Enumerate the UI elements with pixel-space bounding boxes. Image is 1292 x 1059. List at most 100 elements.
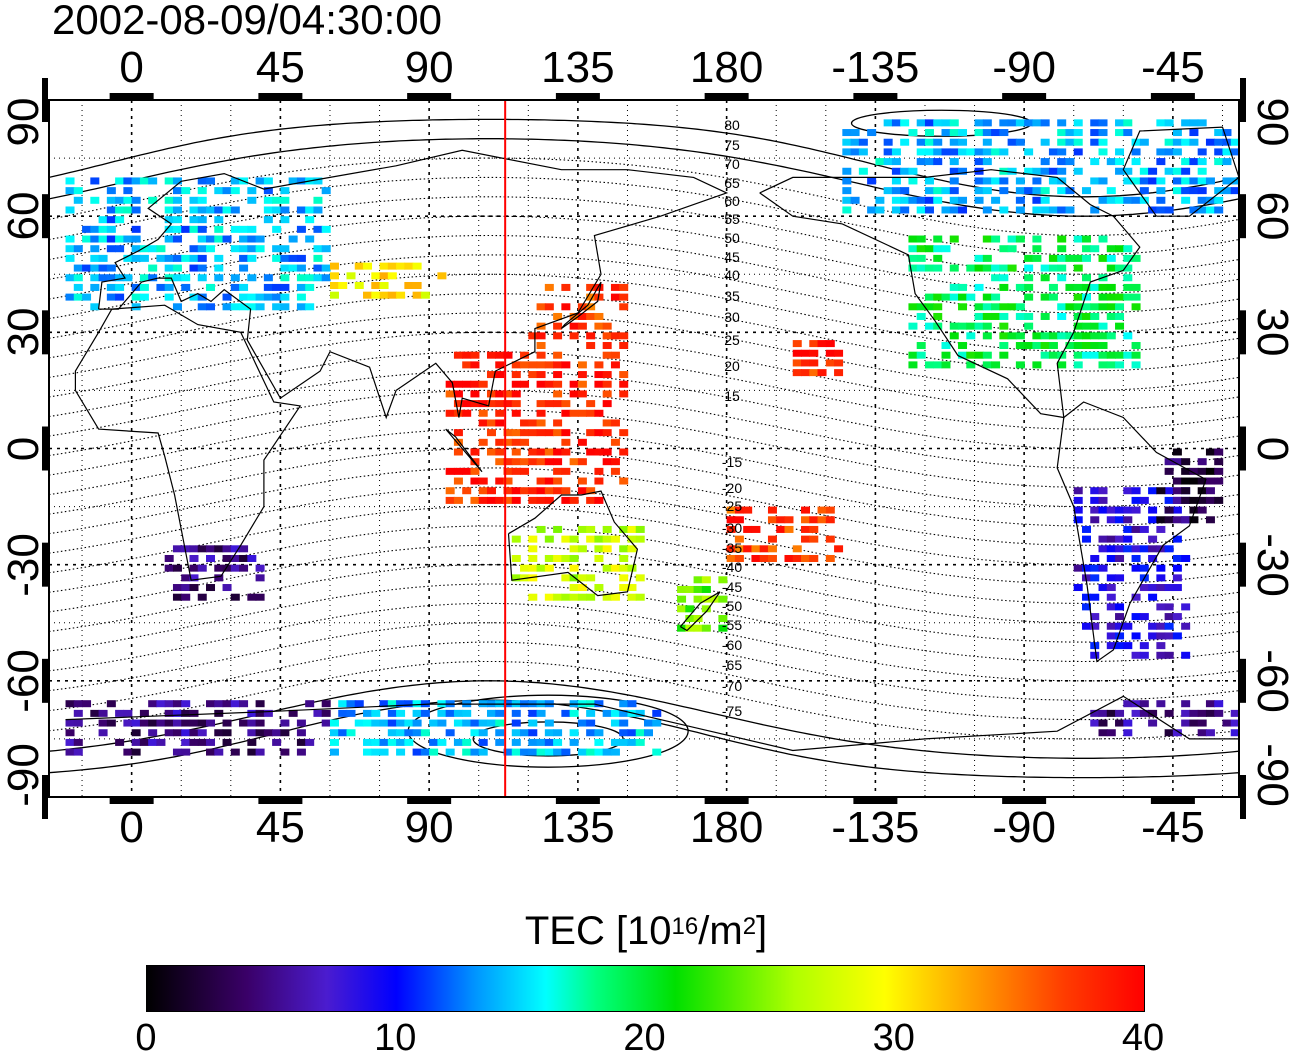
tec-cell	[412, 262, 422, 270]
tec-cell	[577, 371, 587, 379]
tec-cell	[528, 719, 538, 727]
tec-cell	[544, 729, 554, 737]
tec-cell	[801, 554, 811, 562]
tec-cell	[594, 700, 604, 708]
tec-cell	[569, 545, 579, 553]
tec-cell	[1148, 584, 1158, 592]
tec-cell	[164, 206, 174, 214]
tec-cell	[842, 129, 852, 137]
tec-cell	[916, 351, 926, 359]
tec-cell	[1139, 196, 1149, 204]
tec-cell	[1098, 496, 1108, 504]
axis-tick-label: -90	[0, 743, 48, 807]
tec-cell	[1181, 167, 1191, 175]
tec-cell	[478, 409, 488, 417]
tec-cell	[412, 748, 422, 756]
tec-cell	[858, 148, 868, 156]
tec-cell	[272, 225, 282, 233]
tec-cell	[478, 419, 488, 427]
tec-cell	[1065, 187, 1075, 195]
tec-cell	[520, 564, 530, 572]
tec-cell	[553, 400, 563, 408]
tec-cell	[825, 349, 835, 357]
tec-cell	[222, 554, 232, 562]
tec-cell	[255, 700, 265, 708]
tec-cell	[148, 700, 158, 708]
tec-cell	[1115, 535, 1125, 543]
tec-cell	[197, 274, 207, 282]
tec-cell	[1048, 293, 1058, 301]
tec-cell	[1090, 622, 1100, 630]
tec-cell	[404, 738, 414, 746]
tec-cell	[511, 409, 521, 417]
tec-cell	[544, 400, 554, 408]
tec-cell	[908, 245, 918, 253]
tec-cell	[90, 303, 100, 311]
tec-cell	[949, 206, 959, 214]
tec-cell	[1205, 709, 1215, 717]
tec-cell	[974, 158, 984, 166]
tec-cell	[511, 554, 521, 562]
tec-cell	[172, 719, 182, 727]
tec-cell	[916, 148, 926, 156]
tec-cell	[164, 235, 174, 243]
tec-cell	[1139, 709, 1149, 717]
tec-cell	[172, 216, 182, 224]
tec-cell	[214, 748, 224, 756]
tec-cell	[586, 535, 596, 543]
tec-cell	[197, 303, 207, 311]
tec-cell	[495, 409, 505, 417]
tec-cell	[1115, 603, 1125, 611]
tec-cell	[437, 738, 447, 746]
tec-cell	[577, 361, 587, 369]
coastline	[1056, 401, 1207, 663]
tec-cell	[536, 332, 546, 340]
tec-cell	[247, 554, 257, 562]
tec-cell	[520, 380, 530, 388]
tec-cell	[239, 283, 249, 291]
tec-cell	[181, 738, 191, 746]
tec-cell	[1098, 177, 1108, 185]
tec-cell	[338, 281, 348, 289]
tec-cell	[520, 438, 530, 446]
tec-cell	[1065, 332, 1075, 340]
tec-cell	[230, 303, 240, 311]
tec-cell	[610, 535, 620, 543]
tec-cell	[503, 477, 513, 485]
tec-cell	[734, 535, 744, 543]
tec-cell	[296, 254, 306, 262]
tec-cell	[371, 748, 381, 756]
tec-cell	[247, 719, 257, 727]
contour-line	[49, 544, 1239, 624]
tec-cell	[1156, 119, 1166, 127]
tec-cell	[982, 303, 992, 311]
tec-cell	[553, 419, 563, 427]
tec-cell	[313, 245, 323, 253]
tec-cell	[867, 177, 877, 185]
tec-cell	[544, 448, 554, 456]
tec-cell	[90, 709, 100, 717]
tec-cell	[131, 177, 141, 185]
tec-cell	[982, 361, 992, 369]
tec-cell	[999, 322, 1009, 330]
tec-cell	[189, 264, 199, 272]
tec-cell	[619, 729, 629, 737]
tec-cell	[941, 245, 951, 253]
tec-cell	[1205, 467, 1215, 475]
axis-tick-label: 180	[689, 43, 764, 92]
tec-cell	[941, 206, 951, 214]
tec-cell	[619, 574, 629, 582]
contour-label: 20	[724, 358, 740, 374]
tec-cell	[594, 361, 604, 369]
tec-cell	[1040, 312, 1050, 320]
tec-cell	[73, 274, 83, 282]
tec-cell	[1205, 516, 1215, 524]
tec-cell	[255, 564, 265, 572]
axis-tick-label: 0	[1248, 436, 1292, 460]
tec-cell	[842, 148, 852, 156]
tec-cell	[214, 264, 224, 272]
tec-cell	[916, 312, 926, 320]
tec-cell	[685, 605, 695, 613]
tec-cell	[966, 264, 976, 272]
tec-cell	[1181, 158, 1191, 166]
